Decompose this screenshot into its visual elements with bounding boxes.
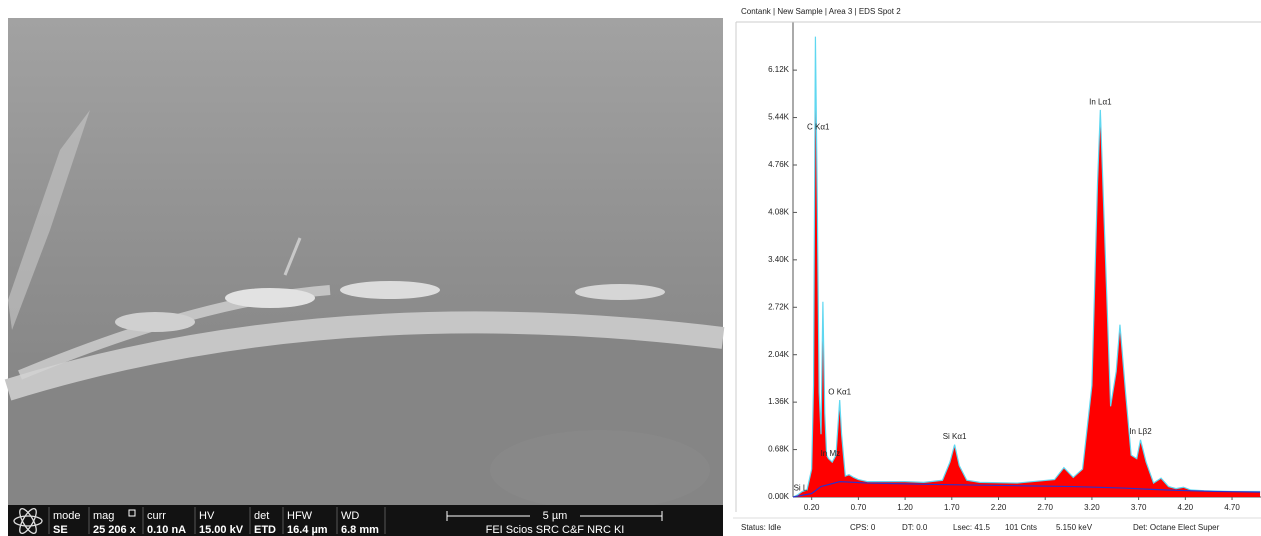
x-tick-label: 4.70	[1224, 503, 1240, 512]
peak-label: O Kα1	[828, 387, 851, 396]
field-label: mag	[93, 510, 114, 522]
peak-label: In Lβ2	[1129, 427, 1152, 436]
field-label: curr	[147, 510, 166, 522]
field-value: ETD	[254, 524, 276, 536]
y-tick-label: 0.68K	[768, 445, 790, 454]
peak-label: Si Kα1	[943, 432, 967, 441]
x-tick-label: 3.70	[1131, 503, 1147, 512]
field-label: mode	[53, 510, 81, 522]
x-tick-label: 1.70	[944, 503, 960, 512]
x-tick-label: 2.70	[1037, 503, 1053, 512]
chart-title: Contank | New Sample | Area 3 | EDS Spot…	[741, 7, 901, 16]
peak-label: In Mz	[821, 449, 841, 458]
status-item: Status: Idle	[741, 523, 782, 532]
status-item: Lsec: 41.5	[953, 523, 990, 532]
field-label: HV	[199, 510, 215, 522]
sem-databar: 5 µm FEI Scios SRC C&F NRC KI mode SE mag 2…	[8, 505, 723, 536]
x-tick-label: 3.20	[1084, 503, 1100, 512]
spectrum-outline	[792, 36, 1261, 498]
field-value: 6.8 mm	[341, 524, 379, 536]
background-fit	[792, 481, 1261, 498]
spectrum-area	[793, 36, 1261, 497]
x-tick-label: 1.20	[897, 503, 913, 512]
peak-label: Si L	[794, 484, 808, 493]
y-tick-label: 6.12K	[768, 65, 790, 74]
x-tick-label: 0.20	[804, 503, 820, 512]
status-item: 101 Cnts	[1005, 523, 1037, 532]
field-label: WD	[341, 510, 359, 522]
field-value: 25 206 x	[93, 524, 137, 536]
y-tick-label: 1.36K	[768, 397, 790, 406]
y-tick-label: 0.00K	[768, 492, 790, 501]
sem-image	[4, 18, 725, 510]
plot: 0.00K 0.68K 1.36K 2.04K 2.72K 3.40K 4.08K 4.76K…	[768, 36, 1261, 512]
field-value: 0.10 nA	[147, 524, 186, 536]
field-value: SE	[53, 524, 68, 536]
x-tick-label: 2.20	[991, 503, 1007, 512]
status-item: DT: 0.0	[902, 523, 928, 532]
scale-bar-label: 5 µm	[543, 510, 568, 522]
status-item: CPS: 0	[850, 523, 876, 532]
y-tick-label: 4.08K	[768, 208, 790, 217]
peak-label: In Lα1	[1089, 97, 1112, 106]
y-tick-label: 2.72K	[768, 302, 790, 311]
field-value: 16.4 µm	[287, 524, 328, 536]
y-tick-label: 3.40K	[768, 255, 790, 264]
field-label: det	[254, 510, 269, 522]
x-tick-label: 0.70	[851, 503, 867, 512]
instrument-footer: FEI Scios SRC C&F NRC KI	[486, 524, 625, 536]
y-tick-label: 5.44K	[768, 113, 790, 122]
field-value: 15.00 kV	[199, 524, 244, 536]
y-tick-label: 4.76K	[768, 160, 790, 169]
peak-label: C Kα1	[807, 122, 830, 131]
status-item: 5.150 keV	[1056, 523, 1093, 532]
y-tick-label: 2.04K	[768, 350, 790, 359]
field-label: HFW	[287, 510, 313, 522]
x-tick-label: 4.20	[1178, 503, 1194, 512]
status-item: Det: Octane Elect Super	[1133, 523, 1220, 532]
